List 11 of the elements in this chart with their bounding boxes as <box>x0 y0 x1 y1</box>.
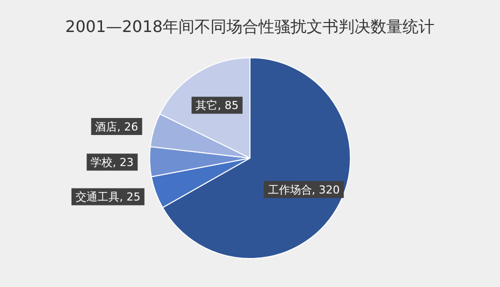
data-label: , 26 <box>117 120 138 134</box>
data-label: , 25 <box>119 190 140 204</box>
chart-title: 2001—2018年间不同场合性骚扰文书判决数量统计 <box>65 16 435 36</box>
slice-label: 工作场合 <box>268 183 312 196</box>
data-label: , 23 <box>112 156 134 170</box>
slice-label: 酒店 <box>95 120 118 134</box>
slice-label: 其它 <box>196 99 218 112</box>
data-label: , 85 <box>218 99 239 112</box>
slice-label: 学校 <box>90 156 113 170</box>
slice-label: 交通工具 <box>75 190 120 204</box>
data-label: , 320 <box>312 183 340 196</box>
